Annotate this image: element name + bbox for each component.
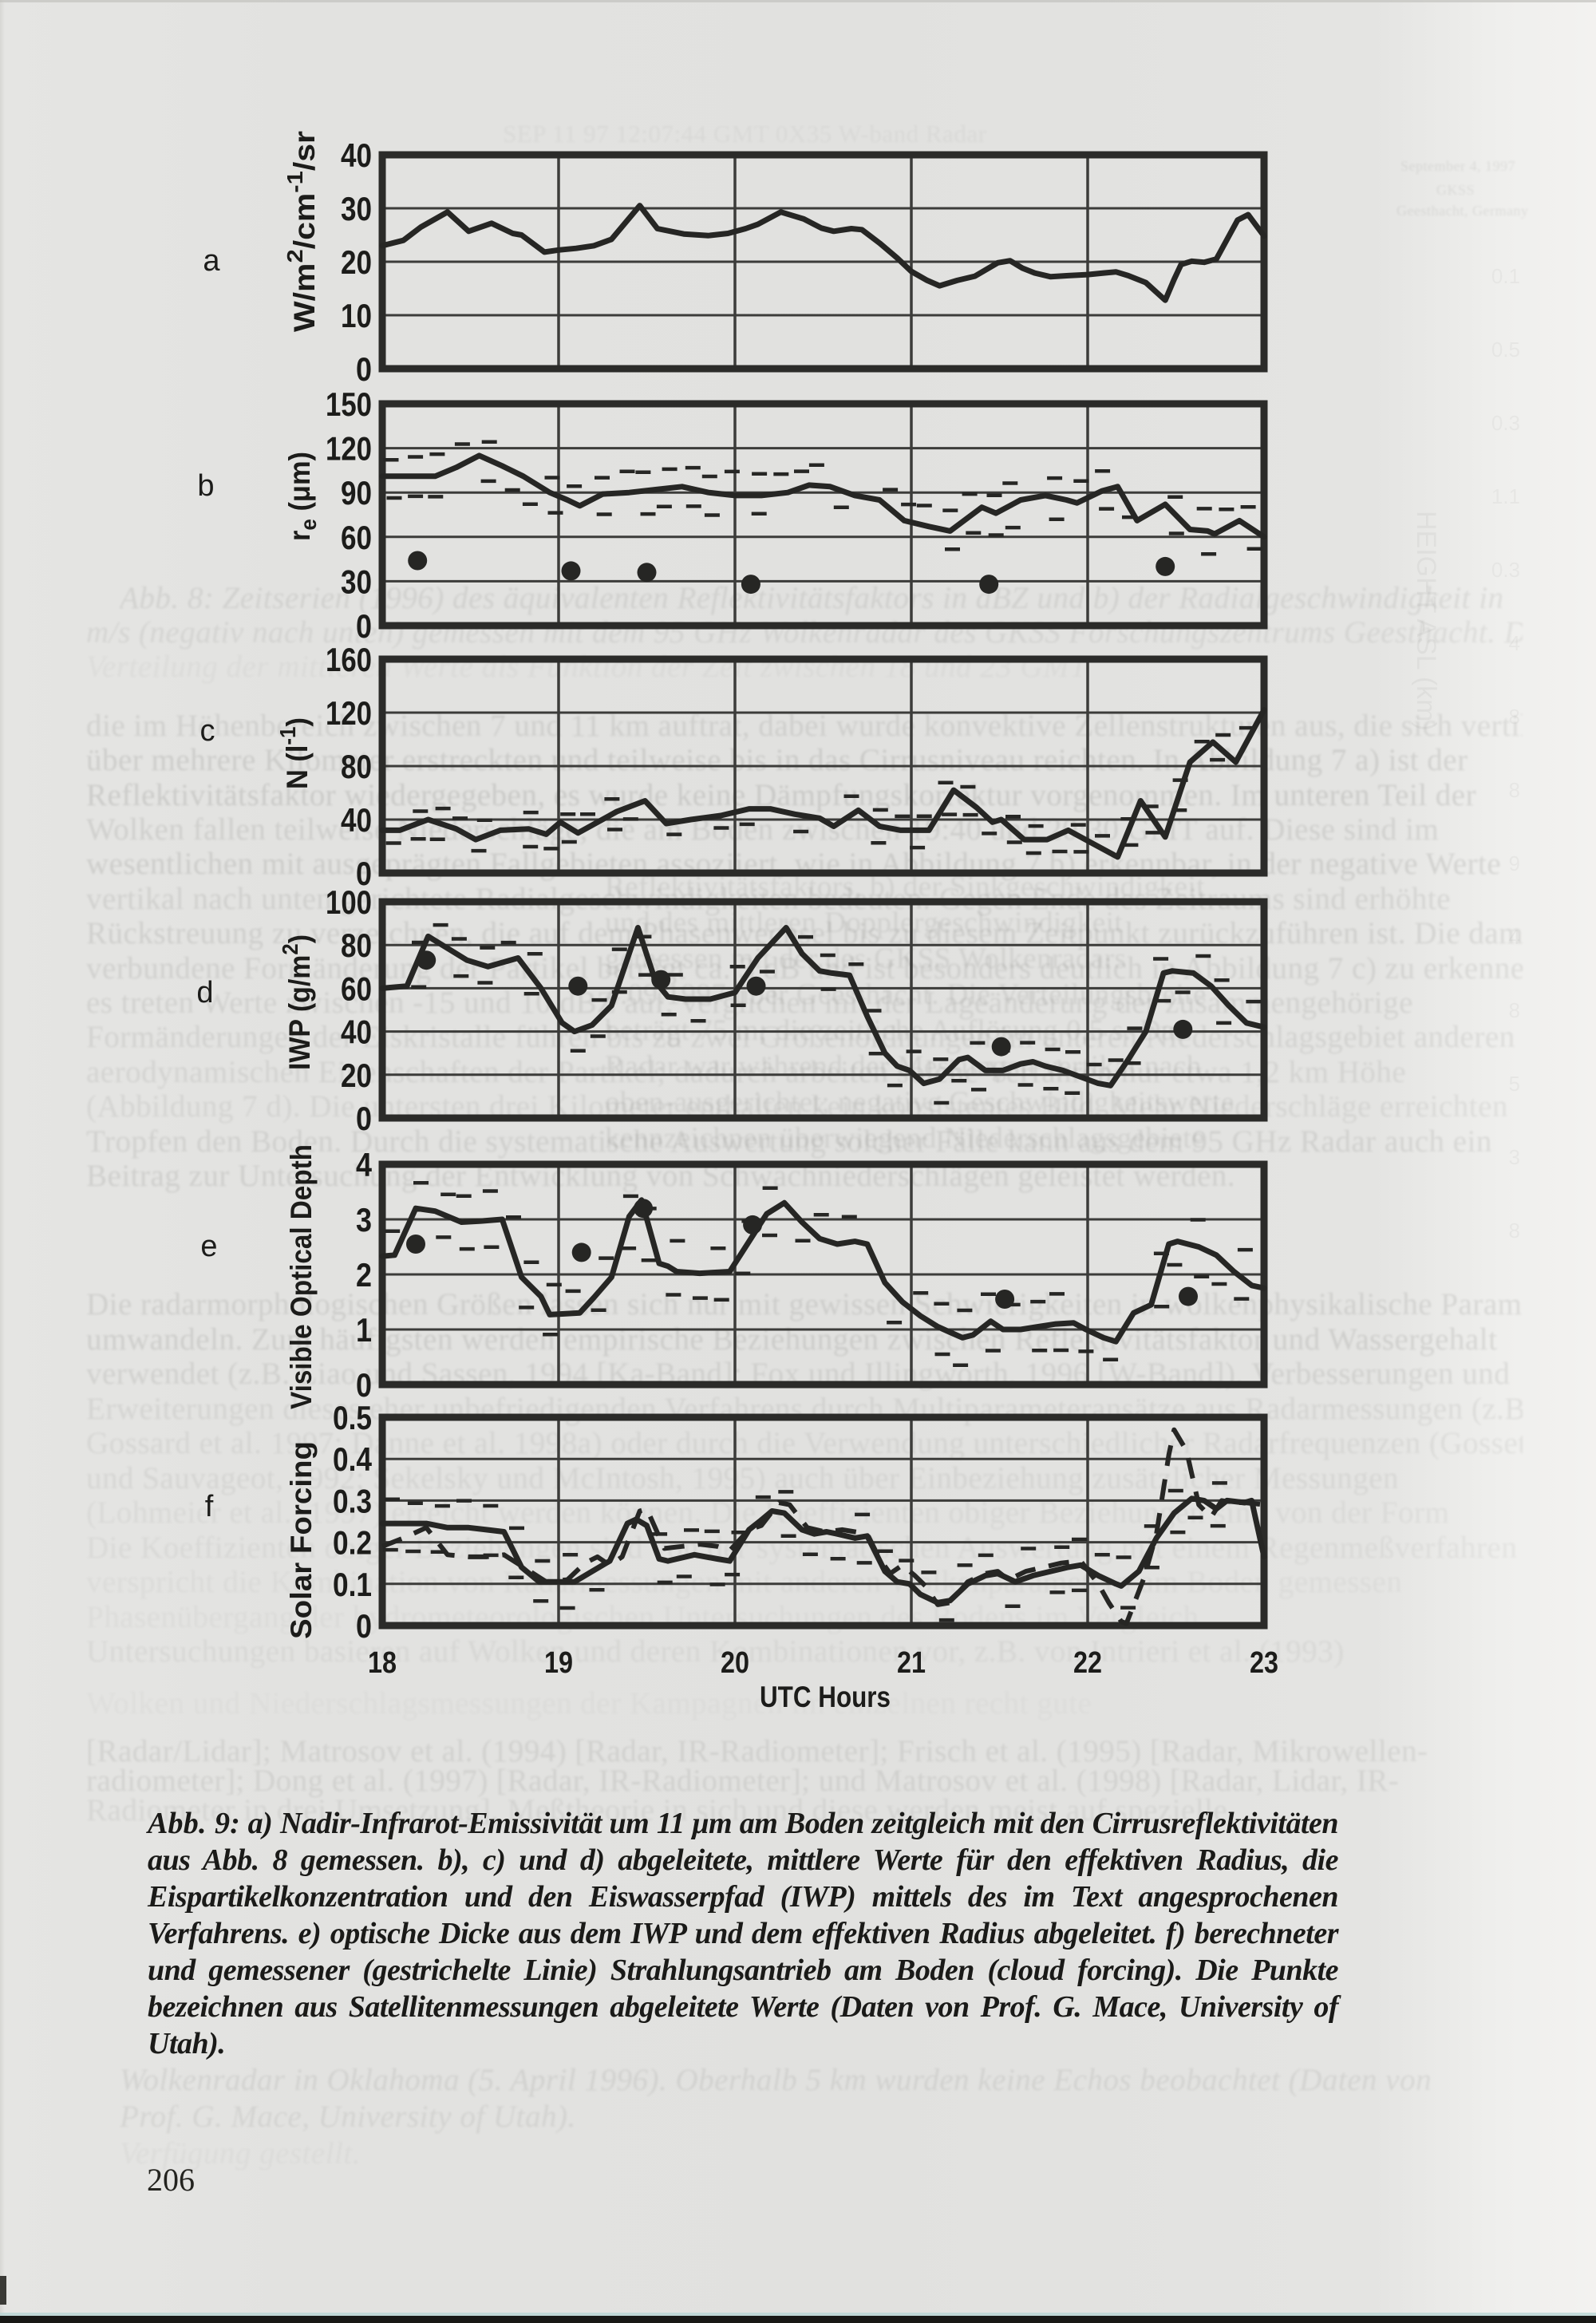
svg-text:40: 40 [341,801,372,839]
svg-text:c: c [200,714,215,748]
svg-text:20: 20 [721,1646,749,1680]
svg-text:60: 60 [341,519,372,556]
svg-text:Solar Forcing: Solar Forcing [285,1441,318,1639]
svg-text:Visible Optical Depth: Visible Optical Depth [285,1144,318,1409]
svg-text:IWP (g/m2): IWP (g/m2) [278,934,317,1070]
svg-text:0: 0 [356,607,372,645]
svg-text:0: 0 [356,855,372,892]
svg-text:2: 2 [356,1256,372,1294]
svg-text:a: a [203,244,220,278]
svg-text:0.3: 0.3 [333,1482,372,1519]
svg-text:0: 0 [356,1607,372,1645]
svg-text:d: d [196,976,213,1009]
svg-text:120: 120 [326,430,372,468]
svg-text:3: 3 [356,1201,372,1239]
svg-text:1: 1 [356,1311,372,1349]
svg-text:0.5: 0.5 [333,1399,372,1436]
svg-text:0: 0 [356,1100,372,1137]
svg-text:100: 100 [326,883,372,921]
svg-text:80: 80 [341,926,372,964]
svg-text:10: 10 [341,297,372,334]
svg-text:21: 21 [897,1646,926,1680]
svg-text:80: 80 [341,748,372,785]
svg-text:b: b [197,469,214,503]
svg-text:30: 30 [341,563,372,600]
svg-text:20: 20 [341,243,372,281]
svg-text:0.1: 0.1 [333,1566,372,1603]
svg-text:UTC Hours: UTC Hours [760,1681,891,1713]
svg-text:19: 19 [544,1646,573,1680]
svg-text:60: 60 [341,970,372,1007]
svg-text:150: 150 [326,385,372,423]
svg-text:90: 90 [341,474,372,512]
svg-text:40: 40 [341,136,372,174]
svg-text:18: 18 [368,1646,397,1680]
svg-text:0.4: 0.4 [333,1440,373,1478]
svg-text:re (μm): re (μm) [283,452,321,541]
svg-text:160: 160 [326,641,372,678]
svg-text:0: 0 [356,350,372,388]
svg-text:e: e [200,1230,217,1263]
svg-text:23: 23 [1250,1646,1278,1680]
svg-text:N (l-1): N (l-1) [275,717,314,789]
svg-text:0.2: 0.2 [333,1524,372,1562]
svg-text:22: 22 [1073,1646,1102,1680]
svg-text:30: 30 [341,190,372,227]
svg-text:W/m2/cm-1/sr: W/m2/cm-1/sr [282,131,322,332]
svg-text:20: 20 [341,1057,372,1094]
svg-text:40: 40 [341,1013,372,1051]
svg-text:120: 120 [326,694,372,732]
svg-text:0: 0 [356,1366,372,1404]
svg-text:f: f [205,1490,214,1523]
svg-text:4: 4 [356,1146,373,1183]
